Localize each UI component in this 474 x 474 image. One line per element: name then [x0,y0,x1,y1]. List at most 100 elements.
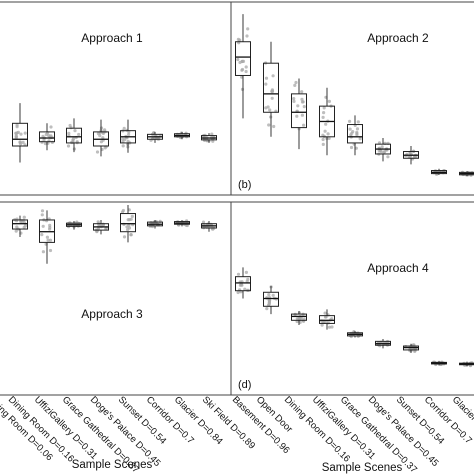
box-point [99,223,103,227]
box-c-4 [93,219,109,235]
box-point [271,74,275,78]
box-point [245,34,249,38]
box-point [21,140,25,144]
box-point [264,82,268,86]
box-point [292,99,296,103]
box-b-7 [403,146,419,165]
box-b-3 [291,78,307,150]
box-point [264,106,268,110]
box-point [327,325,332,329]
box-point [41,134,45,138]
panel-b-label: (b) [238,179,251,191]
x-axis-label-left: Sample Scenes [72,459,153,471]
box-point [293,83,297,87]
box-point [48,223,52,227]
box-point [101,136,105,140]
box-point [129,233,133,237]
box-point [377,149,381,153]
box-point [355,133,359,137]
box-c-2 [39,209,55,264]
box-b-6 [375,138,391,162]
box-point [322,106,326,110]
box-point [414,155,418,159]
box-iqr [291,93,307,129]
box-point [40,233,44,237]
box-b-8 [431,168,447,176]
box-point [270,96,274,100]
box-point [236,272,241,276]
box-point [201,220,206,224]
box-point [246,27,250,31]
box-iqr [235,41,251,76]
box-point [240,87,245,91]
box-point [96,220,100,224]
box-point [127,208,131,212]
panel-d-boxes [235,267,474,368]
box-iqr [12,219,28,230]
panel-a-boxes [12,103,217,163]
box-d-1 [235,267,251,299]
box-iqr [347,124,363,144]
box-point [15,125,19,129]
box-point [236,290,240,295]
box-point [321,115,325,119]
box-point [272,124,276,129]
box-point [127,218,132,222]
box-b-9 [459,170,474,177]
box-point [210,132,214,136]
box-point [240,283,244,287]
box-point [300,100,305,104]
box-point [40,209,45,213]
box-d-5 [347,330,363,339]
box-point [236,57,240,62]
box-c-5 [120,205,136,243]
box-c-1 [12,215,28,238]
panel-b-title: Approach 2 [367,31,429,45]
box-iqr [235,276,251,292]
box-d-7 [403,343,419,354]
box-point [130,214,134,218]
box-point [348,127,352,131]
panel-c-title: Approach 3 [81,307,143,321]
box-point [125,225,129,229]
box-point [325,320,329,324]
box-point [127,226,132,230]
box-d-9 [459,361,474,368]
box-iqr [12,122,28,147]
box-point [327,136,331,140]
box-point [244,65,248,69]
box-point [19,142,23,146]
box-point [40,140,44,144]
box-point [267,293,271,297]
box-point [184,131,188,135]
panel-d-title: Approach 4 [367,261,429,275]
box-point [99,126,104,130]
box-point [324,122,328,126]
box-point [295,114,299,118]
box-point [296,104,300,108]
box-a-6 [147,131,163,143]
box-point [14,229,18,233]
box-point [294,80,298,85]
box-point [326,132,330,136]
box-point [48,227,52,231]
box-point [408,151,412,155]
box-c-6 [147,219,163,229]
box-point [386,155,390,159]
box-point [378,344,382,348]
box-point [323,315,328,319]
box-point [300,90,304,94]
box-d-6 [375,339,391,349]
box-point [349,145,354,150]
panel-b-frame [231,1,474,196]
box-point [40,213,44,217]
box-a-4 [93,119,109,157]
box-iqr [263,62,279,113]
box-d-3 [291,310,307,325]
box-point [355,127,360,131]
box-a-2 [39,123,55,151]
box-point [67,131,71,135]
box-point [122,235,127,239]
box-point [49,125,53,129]
